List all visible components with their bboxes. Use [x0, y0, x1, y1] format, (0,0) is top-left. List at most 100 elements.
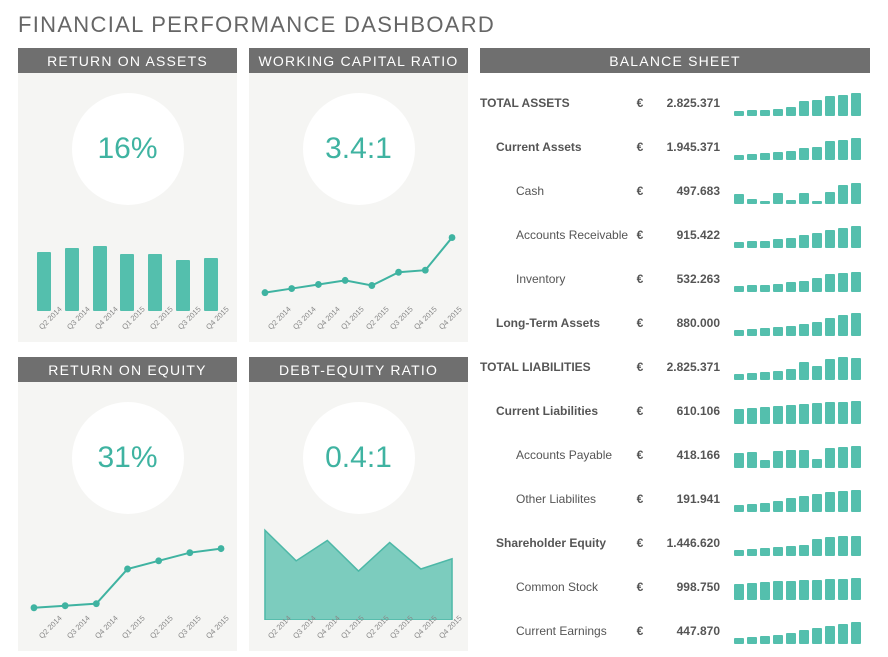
- spark-bar: [760, 285, 770, 292]
- x-axis-label: Q3 2014: [291, 624, 319, 652]
- spark-bar: [812, 147, 822, 160]
- spark-bar: [734, 505, 744, 512]
- spark-bar: [812, 100, 822, 116]
- balance-sheet-body: TOTAL ASSETS€2.825.371Current Assets€1.9…: [480, 73, 870, 653]
- bs-row-currency: €: [630, 96, 650, 110]
- bs-row-currency: €: [630, 492, 650, 506]
- spark-bar: [851, 401, 861, 424]
- spark-bar: [773, 371, 783, 380]
- spark-bar: [786, 200, 796, 204]
- spark-bar: [747, 329, 757, 336]
- spark-bar: [747, 408, 757, 424]
- x-axis-label: Q3 2015: [388, 315, 416, 343]
- bs-row-sparkline: [724, 134, 870, 160]
- bs-row-sparkline: [724, 222, 870, 248]
- x-axis-label: Q2 2015: [148, 315, 176, 343]
- spark-bar: [747, 285, 757, 292]
- bs-row-label: Other Liabilites: [480, 492, 630, 506]
- spark-bar: [799, 101, 809, 116]
- bs-row-sparkline: [724, 310, 870, 336]
- spark-bar: [812, 278, 822, 292]
- bs-row-sparkline: [724, 574, 870, 600]
- bar: [204, 258, 218, 311]
- x-axis-label: Q4 2014: [93, 315, 121, 343]
- spark-bar: [734, 330, 744, 336]
- spark-bar: [786, 282, 796, 292]
- bs-row-sparkline: [724, 398, 870, 424]
- bs-row-sparkline: [724, 266, 870, 292]
- spark-bar: [734, 453, 744, 468]
- spark-bar: [838, 624, 848, 644]
- spark-bar: [812, 459, 822, 468]
- bs-row-value: 191.941: [650, 492, 724, 506]
- roa-chart: Q2 2014Q3 2014Q4 2014Q1 2015Q2 2015Q3 20…: [28, 209, 227, 341]
- spark-bar: [825, 192, 835, 204]
- der-kpi-value: 0.4:1: [325, 441, 392, 475]
- bar: [148, 254, 162, 311]
- spark-bar: [812, 366, 822, 380]
- spark-bar: [773, 501, 783, 512]
- spark-bar: [851, 622, 861, 644]
- spark-bar: [760, 201, 770, 204]
- bs-row-currency: €: [630, 536, 650, 550]
- der-chart: Q2 2014Q3 2014Q4 2014Q1 2015Q2 2015Q3 20…: [259, 518, 458, 650]
- bs-row-label: TOTAL LIABILITIES: [480, 360, 630, 374]
- x-axis-label: Q2 2015: [364, 624, 392, 652]
- spark-bar: [851, 93, 861, 116]
- spark-bar: [838, 536, 848, 556]
- spark-bar: [799, 362, 809, 380]
- balance-sheet-row: Shareholder Equity€1.446.620: [480, 521, 870, 565]
- x-axis-label: Q2 2015: [364, 315, 392, 343]
- spark-bar: [760, 582, 770, 600]
- x-axis-label: Q3 2015: [176, 624, 204, 652]
- panel-roa-body: 16% Q2 2014Q3 2014Q4 2014Q1 2015Q2 2015Q…: [18, 73, 237, 345]
- spark-bar: [773, 193, 783, 204]
- spark-bar: [786, 151, 796, 160]
- kpi-grid: RETURN ON ASSETS 16% Q2 2014Q3 2014Q4 20…: [18, 48, 468, 653]
- spark-bar: [799, 148, 809, 160]
- panel-wcr-body: 3.4:1 Q2 2014Q3 2014Q4 2014Q1 2015Q2 201…: [249, 73, 468, 345]
- balance-sheet-row: TOTAL ASSETS€2.825.371: [480, 81, 870, 125]
- spark-bar: [799, 450, 809, 468]
- spark-bar: [734, 584, 744, 600]
- bs-row-currency: €: [630, 360, 650, 374]
- spark-bar: [799, 193, 809, 204]
- spark-bar: [812, 539, 822, 556]
- spark-bar: [786, 405, 796, 424]
- bs-row-label: TOTAL ASSETS: [480, 96, 630, 110]
- spark-bar: [812, 628, 822, 644]
- spark-bar: [786, 369, 796, 380]
- bs-row-label: Long-Term Assets: [480, 316, 630, 330]
- spark-bar: [825, 230, 835, 248]
- x-axis-label: Q4 2015: [412, 315, 440, 343]
- spark-bar: [812, 201, 822, 204]
- bs-row-value: 497.683: [650, 184, 724, 198]
- bs-row-currency: €: [630, 404, 650, 418]
- x-axis-label: Q3 2015: [176, 315, 204, 343]
- spark-bar: [825, 402, 835, 424]
- spark-bar: [851, 138, 861, 160]
- x-axis-label: Q2 2014: [266, 315, 294, 343]
- balance-sheet-panel: BALANCE SHEET TOTAL ASSETS€2.825.371Curr…: [480, 48, 870, 653]
- bs-row-currency: €: [630, 624, 650, 638]
- spark-bar: [734, 409, 744, 424]
- x-axis-label: Q2 2014: [266, 624, 294, 652]
- spark-bar: [734, 155, 744, 160]
- bs-row-currency: €: [630, 140, 650, 154]
- spark-bar: [760, 153, 770, 160]
- spark-bar: [760, 372, 770, 380]
- spark-bar: [734, 111, 744, 116]
- der-kpi-circle: 0.4:1: [303, 402, 415, 514]
- bs-row-label: Current Earnings: [480, 624, 630, 638]
- spark-bar: [734, 550, 744, 556]
- bs-row-label: Current Assets: [480, 140, 630, 154]
- spark-bar: [747, 452, 757, 468]
- spark-bar: [799, 324, 809, 336]
- spark-bar: [838, 315, 848, 336]
- spark-bar: [825, 626, 835, 644]
- spark-bar: [760, 636, 770, 644]
- spark-bar: [799, 404, 809, 424]
- spark-bar: [851, 313, 861, 336]
- spark-bar: [812, 494, 822, 512]
- spark-bar: [747, 583, 757, 600]
